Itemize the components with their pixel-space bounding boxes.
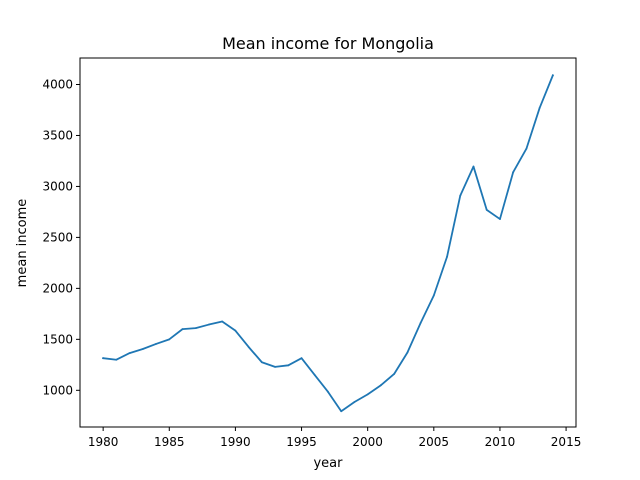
y-tick-label: 3000 — [42, 179, 73, 193]
data-point-1995 — [300, 357, 303, 360]
x-tick-label: 1980 — [88, 435, 119, 449]
data-point-1982 — [128, 352, 131, 354]
x-tick-label: 2000 — [352, 435, 383, 449]
data-point-2008 — [472, 165, 475, 168]
data-point-2014 — [551, 74, 554, 77]
chart-title: Mean income for Mongolia — [222, 34, 434, 53]
x-axis-label: year — [313, 456, 343, 471]
data-point-1994 — [287, 364, 290, 367]
data-point-1997 — [327, 390, 329, 393]
y-tick-label: 3500 — [42, 128, 73, 142]
x-tick-label: 1995 — [286, 435, 317, 449]
data-point-1987 — [194, 327, 197, 330]
y-tick-label: 1500 — [42, 332, 73, 346]
data-point-1985 — [168, 338, 171, 341]
data-point-1998 — [340, 410, 343, 413]
y-tick-label: 2000 — [42, 281, 73, 295]
data-point-2002 — [393, 373, 396, 375]
y-tick-label: 1000 — [42, 383, 73, 397]
data-point-1981 — [115, 358, 118, 361]
data-point-1993 — [274, 365, 276, 368]
x-tick-label: 1990 — [220, 435, 251, 449]
data-point-2004 — [419, 322, 422, 324]
data-point-2012 — [525, 147, 528, 150]
x-tick-label: 2010 — [485, 435, 516, 449]
data-point-1984 — [155, 343, 157, 345]
data-point-1991 — [247, 346, 250, 348]
data-point-2003 — [406, 351, 409, 354]
data-point-1983 — [141, 348, 144, 350]
data-point-2009 — [485, 208, 488, 211]
data-point-1980 — [102, 357, 105, 360]
data-point-2005 — [432, 294, 435, 297]
plot-frame — [79, 57, 577, 428]
data-point-1992 — [260, 361, 263, 364]
data-point-1990 — [234, 329, 237, 332]
y-tick-label: 4000 — [42, 78, 73, 92]
x-tick-label: 2005 — [419, 435, 450, 449]
x-tick-label: 1985 — [154, 435, 185, 449]
data-point-1988 — [208, 323, 210, 326]
data-point-2006 — [446, 255, 448, 258]
data-point-2010 — [499, 218, 501, 220]
y-axis-label: mean income — [15, 199, 30, 288]
y-tick-label: 2500 — [42, 230, 73, 244]
data-point-1999 — [353, 401, 356, 403]
data-point-2011 — [512, 171, 515, 174]
data-point-2007 — [459, 194, 462, 197]
data-point-2001 — [380, 384, 382, 387]
data-point-1996 — [313, 374, 316, 376]
series-line-0 — [102, 74, 555, 413]
data-point-2000 — [366, 393, 369, 396]
data-point-1986 — [181, 328, 184, 331]
x-tick-label: 2015 — [551, 435, 582, 449]
data-point-2013 — [538, 107, 541, 109]
data-point-1989 — [221, 320, 224, 323]
